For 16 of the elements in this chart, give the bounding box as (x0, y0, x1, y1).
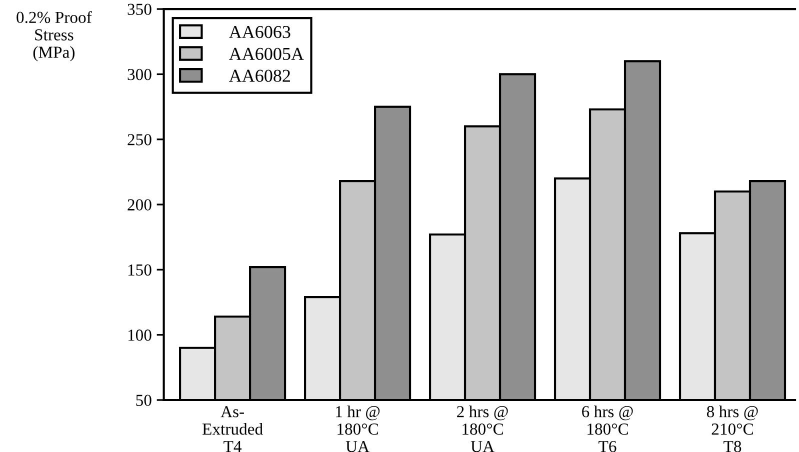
y-tick-label: 200 (128, 199, 152, 210)
x-tick-label: 2 hrs @ 180°C UA (457, 406, 508, 452)
y-tick-label: 250 (128, 134, 152, 146)
y-tick-label: 150 (128, 264, 152, 276)
legend-label: AA6082 (228, 70, 290, 82)
y-tick-label: 350 (128, 4, 152, 15)
legend-label: AA6063 (228, 26, 290, 38)
legend-label: AA6005A (228, 48, 304, 60)
y-tick-label: 300 (128, 68, 152, 80)
x-tick-label: As- Extruded T4 (202, 406, 263, 452)
x-tick-label: 8 hrs @ 210°C T8 (706, 406, 758, 452)
y-tick-label: 100 (128, 330, 152, 341)
y-tick-label: 50 (136, 394, 152, 406)
x-tick-label: 6 hrs @ 180°C T6 (582, 406, 633, 452)
x-tick-label: 1 hr @ 180°C UA (336, 406, 380, 452)
y-axis-title: 0.2% Proof Stress (MPa) (16, 11, 92, 62)
